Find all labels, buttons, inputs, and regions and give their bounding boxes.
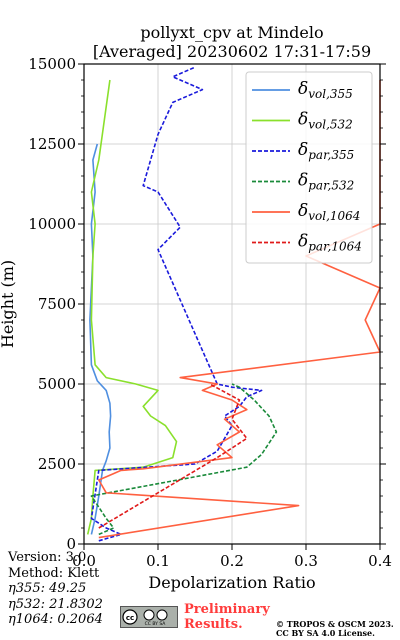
preliminary-line2: Results. — [184, 617, 243, 632]
x-tick-label: 0.1 — [146, 552, 170, 570]
x-tick-label: 0.2 — [220, 552, 244, 570]
copyright-line2: CC BY SA 4.0 License. — [276, 628, 375, 638]
y-tick-label: 2500 — [38, 455, 76, 473]
legend-label-3: δpar,532 — [298, 171, 354, 193]
y-tick-label: 12500 — [28, 135, 76, 153]
version-text: Version: 3.0 — [8, 550, 87, 565]
eta532-text: η532: 21.8302 — [8, 596, 103, 612]
eta1064-text: η1064: 0.2064 — [8, 612, 103, 627]
series-line-2 — [90, 66, 263, 542]
y-tick-label: 5000 — [38, 375, 76, 393]
svg-text:CC BY SA: CC BY SA — [145, 621, 167, 627]
x-axis-label: Depolarization Ratio — [148, 573, 315, 592]
cc-license-logo: cc CC BY SA — [120, 606, 178, 628]
retrieval-metadata: Version: 3.0 Method: Klett η355: 49.25 η… — [8, 550, 103, 628]
legend-label-5: δpar,1064 — [298, 232, 362, 254]
legend-label-0: δvol,355 — [298, 79, 353, 101]
copyright-line1: © TROPOS & OSCM 2023. — [276, 619, 394, 629]
preliminary-line1: Preliminary — [184, 602, 270, 617]
svg-text:cc: cc — [126, 614, 134, 622]
x-tick-label: 0.4 — [368, 552, 392, 570]
series-line-3 — [90, 383, 278, 536]
method-text: Method: Klett — [8, 565, 100, 581]
chart-title: pollyxt_cpv at Mindelo — [140, 23, 323, 42]
y-axis-label: Height (m) — [0, 260, 17, 348]
legend-label-2: δpar,355 — [298, 140, 354, 162]
x-tick-label: 0.3 — [294, 552, 318, 570]
copyright-notice: © TROPOS & OSCM 2023. CC BY SA 4.0 Licen… — [276, 620, 394, 638]
eta355-text: η355: 49.25 — [8, 581, 87, 596]
chart-subtitle: [Averaged] 20230602 17:31-17:59 — [93, 42, 371, 61]
legend-label-1: δvol,532 — [298, 110, 353, 132]
y-tick-label: 0 — [66, 535, 76, 553]
y-tick-label: 7500 — [38, 295, 76, 313]
x-tick-label: 0.0 — [72, 552, 96, 570]
y-tick-label: 15000 — [28, 55, 76, 73]
legend-label-4: δvol,1064 — [298, 201, 360, 223]
series-line-0 — [89, 143, 112, 535]
preliminary-results-notice: Preliminary Results. — [184, 602, 270, 632]
series-line-5 — [98, 383, 248, 529]
y-tick-label: 10000 — [28, 215, 76, 233]
